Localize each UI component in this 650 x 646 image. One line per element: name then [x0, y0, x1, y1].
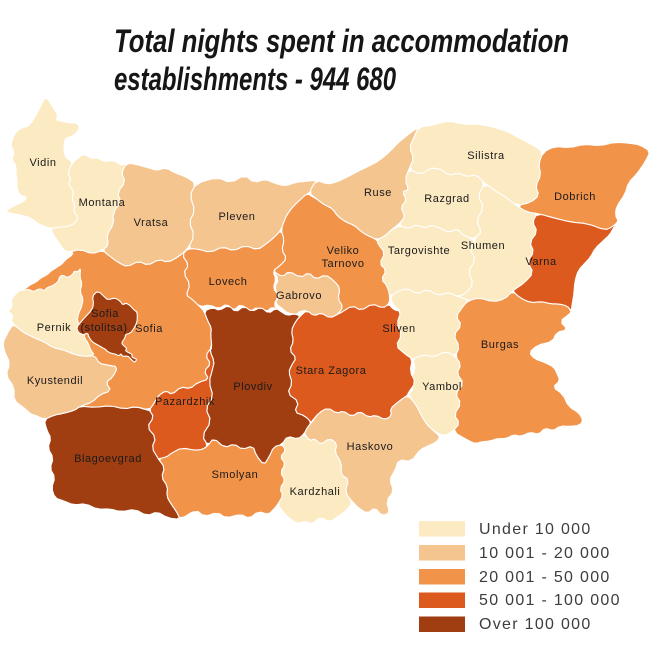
svg-text:Silistra: Silistra — [467, 150, 505, 162]
svg-text:Sliven: Sliven — [382, 323, 415, 335]
svg-text:Veliko: Veliko — [327, 245, 360, 257]
svg-text:Targovishte: Targovishte — [388, 245, 450, 257]
svg-text:Stara Zagora: Stara Zagora — [296, 365, 367, 377]
svg-text:Dobrich: Dobrich — [554, 191, 596, 203]
svg-text:Gabrovo: Gabrovo — [276, 290, 322, 302]
svg-text:Kardzhali: Kardzhali — [290, 486, 341, 498]
svg-text:Under 10 000: Under 10 000 — [479, 521, 592, 538]
svg-text:Blagoevgrad: Blagoevgrad — [74, 453, 142, 465]
svg-text:Shumen: Shumen — [461, 240, 505, 252]
svg-text:Kyustendil: Kyustendil — [27, 375, 83, 387]
svg-text:50 001 - 100 000: 50 001 - 100 000 — [479, 592, 621, 609]
svg-text:Pernik: Pernik — [37, 322, 71, 334]
svg-text:Yambol: Yambol — [422, 381, 462, 393]
svg-text:Pazardzhik: Pazardzhik — [155, 396, 215, 408]
svg-text:Over 100 000: Over 100 000 — [479, 616, 592, 633]
svg-text:Montana: Montana — [79, 197, 126, 209]
svg-text:Varna: Varna — [525, 256, 557, 268]
svg-text:Tarnovo: Tarnovo — [322, 258, 365, 270]
svg-text:(stolitsa): (stolitsa) — [80, 322, 127, 334]
svg-text:Haskovo: Haskovo — [347, 441, 394, 453]
svg-text:Sofia: Sofia — [135, 323, 163, 335]
svg-text:Razgrad: Razgrad — [424, 193, 469, 205]
svg-text:Vratsa: Vratsa — [134, 217, 169, 229]
svg-text:20 001 - 50 000: 20 001 - 50 000 — [479, 569, 611, 586]
svg-text:Lovech: Lovech — [209, 276, 248, 288]
svg-text:Ruse: Ruse — [364, 187, 392, 199]
svg-text:Pleven: Pleven — [219, 211, 256, 223]
svg-text:Burgas: Burgas — [481, 339, 519, 351]
svg-text:Plovdiv: Plovdiv — [233, 381, 272, 393]
svg-text:Smolyan: Smolyan — [212, 469, 259, 481]
svg-text:Vidin: Vidin — [29, 157, 56, 169]
svg-text:Sofia: Sofia — [91, 308, 119, 320]
svg-text:10 001 - 20 000: 10 001 - 20 000 — [479, 545, 611, 562]
